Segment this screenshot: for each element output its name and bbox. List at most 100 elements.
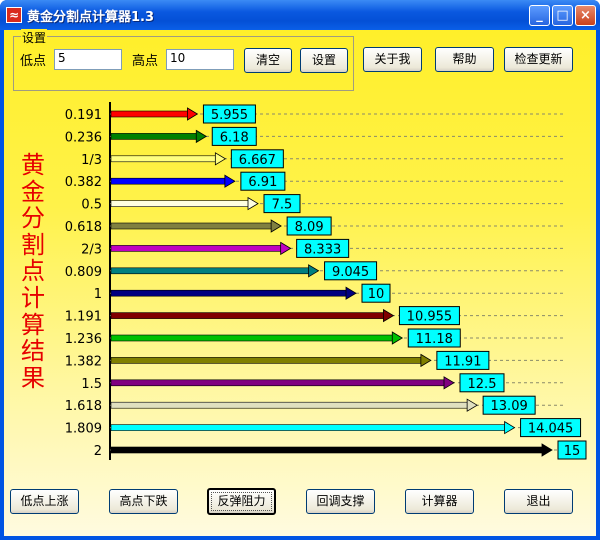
arrow-head-icon (214, 152, 227, 166)
low-rise-button[interactable]: 低点上涨 (10, 489, 79, 514)
high-fall-button[interactable]: 高点下跌 (109, 489, 178, 514)
value-label: 13.09 (491, 399, 528, 414)
value-label: 8.09 (295, 220, 324, 235)
app-icon[interactable]: ≈ (6, 7, 22, 23)
about-button[interactable]: 关于我 (363, 47, 422, 72)
level-bar (110, 401, 470, 409)
window-title: 黄金分割点计算器1.3 (27, 10, 155, 25)
value-box (407, 328, 461, 348)
low-label: 低点 (20, 54, 47, 69)
settings-group: 设置 低点 5 高点 10 清空 设置 (13, 29, 354, 91)
value-label: 12.5 (468, 377, 497, 392)
value-label: 6.18 (220, 130, 249, 145)
level-bar (110, 267, 311, 275)
arrow-head-icon (504, 420, 516, 435)
close-button[interactable]: × (575, 5, 596, 26)
level-bar (110, 177, 228, 185)
value-box (324, 261, 378, 281)
level-bar (110, 424, 507, 431)
clear-button[interactable]: 清空 (244, 48, 292, 73)
value-box (230, 149, 284, 169)
result-title: 黄金分割点计算结果 (21, 151, 45, 392)
value-label: 10.955 (407, 310, 453, 325)
title-bar[interactable]: ≈ 黄金分割点计算器1.3 _ □ × (0, 0, 600, 30)
level-bar (110, 245, 283, 252)
maximize-button[interactable]: □ (552, 5, 573, 26)
value-box (520, 418, 582, 438)
arrow-head-icon (420, 353, 432, 368)
ratio-label: 0.618 (65, 220, 102, 235)
arrow-head-icon (466, 398, 478, 412)
value-label: 14.045 (528, 422, 574, 437)
arrow-head-icon (247, 196, 259, 211)
ratio-label: 0.191 (65, 108, 102, 123)
value-box (240, 171, 286, 191)
ratio-label: 1.191 (65, 310, 102, 325)
ratio-label: 2 (94, 444, 102, 459)
arrow-head-icon (345, 286, 357, 300)
level-bar (110, 289, 349, 297)
value-box (398, 306, 460, 326)
ratio-label: 2/3 (81, 242, 102, 257)
level-bar (110, 379, 447, 387)
value-box (286, 216, 332, 236)
level-bar (110, 222, 274, 230)
ratio-label: 0.809 (65, 265, 102, 280)
client-area: 设置 低点 5 高点 10 清空 设置 关于我 帮助 检查更新 黄金分割点计算结… (4, 29, 596, 536)
value-label: 10 (368, 287, 385, 302)
ratio-label: 0.382 (65, 175, 102, 190)
value-box (296, 238, 350, 258)
value-box (263, 194, 301, 214)
value-label: 15 (564, 444, 581, 459)
value-box (557, 440, 587, 460)
minimize-button[interactable]: _ (529, 5, 550, 26)
value-box (482, 395, 536, 415)
value-label: 11.18 (416, 332, 453, 347)
rebound-resistance-button[interactable]: 反弹阻力 (207, 488, 276, 515)
level-bar (110, 357, 424, 364)
ratio-label: 1.618 (65, 399, 102, 414)
ratio-label: 0.236 (65, 130, 102, 145)
value-box (211, 126, 257, 146)
level-bar (110, 110, 190, 118)
value-label: 7.5 (272, 198, 293, 213)
value-label: 6.667 (239, 153, 276, 168)
ratio-label: 1.5 (81, 377, 102, 392)
arrow-head-icon (195, 129, 208, 144)
low-input[interactable]: 5 (54, 49, 122, 70)
value-box (459, 373, 505, 393)
level-bar (110, 334, 395, 342)
arrow-head-icon (187, 107, 199, 121)
arrow-head-icon (270, 219, 282, 233)
arrow-head-icon (443, 376, 455, 390)
ratio-label: 1 (94, 287, 102, 302)
arrow-head-icon (280, 241, 292, 256)
high-label: 高点 (132, 54, 159, 69)
calculator-button[interactable]: 计算器 (405, 489, 474, 514)
value-label: 11.91 (444, 354, 481, 369)
set-button[interactable]: 设置 (300, 48, 348, 73)
pullback-support-button[interactable]: 回调支撑 (306, 489, 375, 514)
level-bar (110, 312, 386, 319)
arrow-head-icon (391, 331, 404, 345)
exit-button[interactable]: 退出 (504, 489, 573, 514)
ratio-label: 0.5 (81, 198, 102, 213)
level-bar (110, 446, 545, 454)
ratio-label: 1/3 (81, 153, 102, 168)
arrow-head-icon (308, 264, 320, 278)
value-box (436, 350, 490, 370)
value-label: 9.045 (332, 265, 369, 280)
arrow-head-icon (383, 308, 395, 323)
value-label: 6.91 (248, 175, 277, 190)
ratio-label: 1.809 (65, 422, 102, 437)
level-bar (110, 133, 199, 140)
high-input[interactable]: 10 (166, 49, 234, 70)
check-update-button[interactable]: 检查更新 (504, 47, 573, 72)
value-box (361, 283, 391, 303)
settings-group-label: 设置 (21, 29, 48, 46)
value-label: 8.333 (304, 242, 341, 257)
level-bar (110, 200, 251, 207)
value-box (202, 104, 256, 124)
help-button[interactable]: 帮助 (435, 47, 494, 72)
ratio-label: 1.382 (65, 354, 102, 369)
